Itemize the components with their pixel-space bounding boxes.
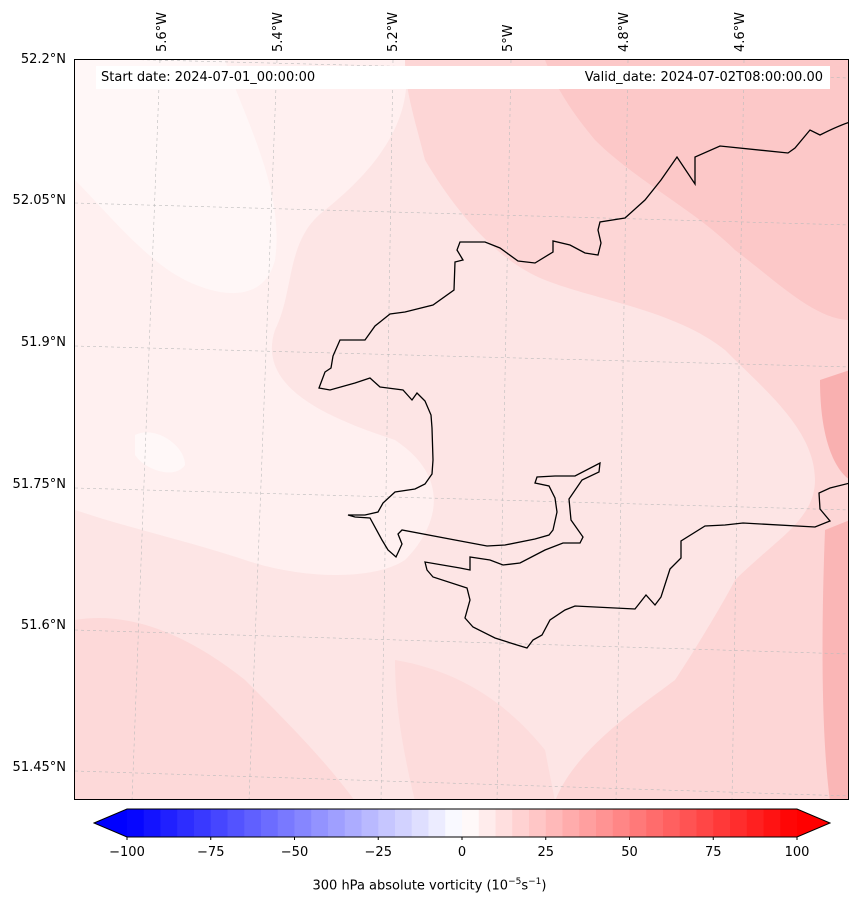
colorbar-extend-min xyxy=(94,809,127,837)
coastline xyxy=(318,121,848,649)
colorbar-tick-label: −50 xyxy=(280,845,309,860)
colorbar-segment xyxy=(629,809,647,837)
lon-label-4-8: 4.8°W xyxy=(617,11,632,52)
colorbar-segment xyxy=(596,809,614,837)
lat-label-51-75: 51.75°N xyxy=(12,477,66,492)
vorticity-map xyxy=(75,60,848,799)
contour-high-east-edge xyxy=(820,370,848,479)
contour-mid-sw xyxy=(75,618,354,799)
colorbar-segment xyxy=(780,809,798,837)
colorbar-segment xyxy=(730,809,748,837)
colorbar-segment xyxy=(143,809,162,837)
colorbar-segment xyxy=(378,809,396,837)
contour-high-ne xyxy=(545,60,848,320)
colorbar-segment xyxy=(529,809,547,837)
colorbar-label-end: ) xyxy=(541,878,547,894)
colorbar-segment xyxy=(663,809,681,837)
colorbar-label-exp2: −1 xyxy=(528,877,542,887)
colorbar-tick-label: 75 xyxy=(704,845,722,860)
valid-date-text: Valid_date: 2024-07-02T08:00:00.00 xyxy=(584,70,823,85)
contour-lowest-nw xyxy=(75,60,277,294)
colorbar-segment xyxy=(445,809,463,837)
lat-label-51-9: 51.9°N xyxy=(20,335,66,350)
colorbar-segment xyxy=(277,809,296,837)
colorbar-label-main: 300 hPa absolute vorticity (10 xyxy=(312,878,509,894)
colorbar-tick-label: −75 xyxy=(197,845,225,860)
colorbar-segment xyxy=(545,809,564,837)
colorbar-segment xyxy=(713,809,731,837)
lon-label-5-4: 5.4°W xyxy=(271,11,286,52)
colorbar-segment xyxy=(763,809,781,837)
colorbar-tick-label: −100 xyxy=(109,845,145,860)
colorbar-segment xyxy=(311,809,329,837)
colorbar xyxy=(93,808,831,840)
map-panel[interactable] xyxy=(74,59,849,800)
lon-label-4-6: 4.6°W xyxy=(733,11,748,52)
colorbar-tick-label: 50 xyxy=(621,845,638,860)
colorbar-segment xyxy=(244,809,262,837)
contour-high-se xyxy=(822,520,848,799)
colorbar-segment xyxy=(495,809,513,837)
colorbar-segment xyxy=(646,809,664,837)
colorbar-segment xyxy=(344,809,363,837)
colorbar-segment xyxy=(746,809,765,837)
colorbar-segment xyxy=(294,809,312,837)
colorbar-tick-label: 100 xyxy=(784,845,810,860)
colorbar-segment xyxy=(177,809,195,837)
lon-label-5-2: 5.2°W xyxy=(386,11,401,52)
colorbar-label: 300 hPa absolute vorticity (10−5s−1) xyxy=(0,877,859,893)
date-info-box: Start date: 2024-07-01_00:00:00 Valid_da… xyxy=(96,66,830,89)
colorbar-segment xyxy=(679,809,698,837)
colorbar-extend-max xyxy=(797,809,830,837)
colorbar-tick-label: 25 xyxy=(537,845,555,860)
contour-low-patch-1 xyxy=(135,432,185,473)
lat-label-52-05: 52.05°N xyxy=(12,193,66,208)
colorbar-segment xyxy=(127,809,145,837)
colorbar-segment xyxy=(562,809,580,837)
lon-label-5-6: 5.6°W xyxy=(155,11,170,52)
colorbar-segment xyxy=(227,809,245,837)
colorbar-segment xyxy=(395,809,413,837)
colorbar-segment xyxy=(478,809,497,837)
colorbar-label-mid: s xyxy=(521,878,529,894)
colorbar-segment xyxy=(361,809,379,837)
colorbar-segment xyxy=(696,809,714,837)
colorbar-segment xyxy=(411,809,430,837)
colorbar-segment xyxy=(328,809,346,837)
lat-label-51-45: 51.45°N xyxy=(12,760,66,775)
colorbar-segment xyxy=(512,809,530,837)
start-date-text: Start date: 2024-07-01_00:00:00 xyxy=(101,70,316,85)
colorbar-label-exp1: −5 xyxy=(508,877,522,887)
lat-label-51-6: 51.6°N xyxy=(20,618,66,633)
colorbar-segment xyxy=(160,809,178,837)
colorbar-segment xyxy=(462,809,480,837)
colorbar-segment xyxy=(261,809,279,837)
colorbar-segment xyxy=(612,809,631,837)
contour-mid-south xyxy=(395,660,555,799)
colorbar-tick-label: −25 xyxy=(364,845,392,860)
colorbar-segment xyxy=(579,809,597,837)
lat-label-52-2: 52.2°N xyxy=(20,52,66,67)
lon-label-5: 5°W xyxy=(501,24,516,52)
colorbar-segment xyxy=(194,809,212,837)
colorbar-tick-label: 0 xyxy=(457,845,467,860)
colorbar-segment xyxy=(428,809,446,837)
colorbar-segment xyxy=(210,809,229,837)
